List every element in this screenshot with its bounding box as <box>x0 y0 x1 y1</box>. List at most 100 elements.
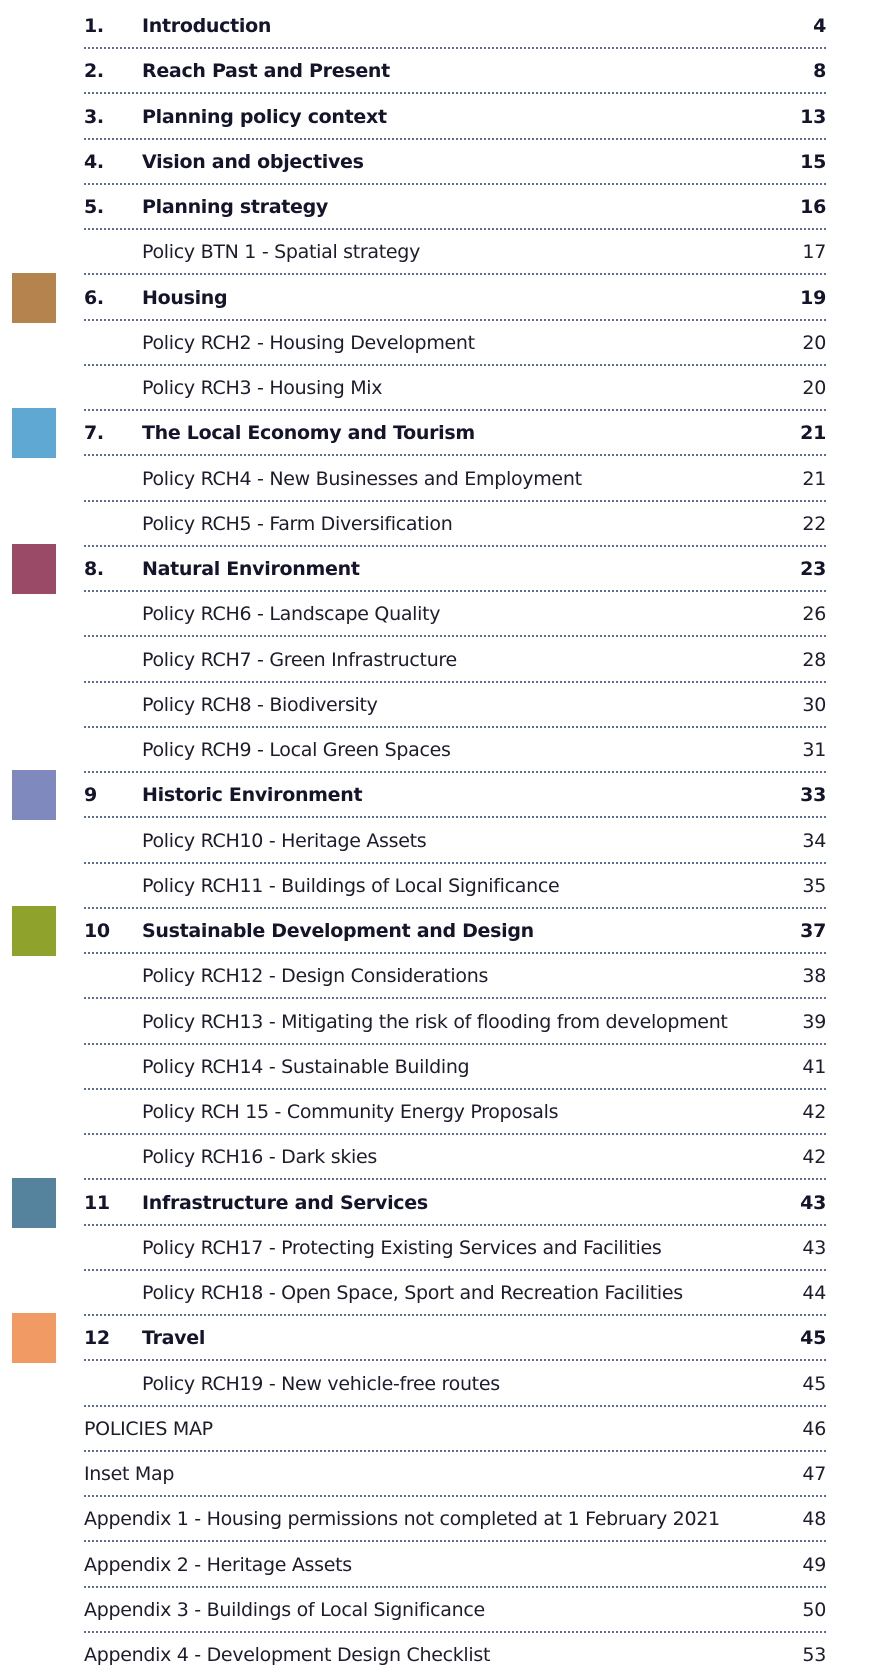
dotted-separator <box>84 1178 826 1181</box>
chapter-color-square <box>12 1177 56 1228</box>
page-number: 23 <box>800 558 826 580</box>
chapter-title: Housing <box>142 286 228 309</box>
policy-title: Policy RCH9 - Local Green Spaces <box>142 739 451 761</box>
page-number: 20 <box>802 377 826 399</box>
page-number: 42 <box>802 1146 826 1169</box>
page-number: 37 <box>800 920 826 942</box>
back-matter-title: Appendix 4 - Development Design Checklis… <box>84 1644 491 1666</box>
page-number: 33 <box>800 784 826 807</box>
chapter-title: Travel <box>142 1327 206 1350</box>
dotted-separator <box>84 1630 826 1633</box>
chapter-title: Vision and objectives <box>142 150 364 173</box>
chapter-number: 9 <box>84 784 97 807</box>
page-number: 41 <box>802 1055 826 1078</box>
dotted-separator <box>84 1359 826 1362</box>
policy-title: Policy RCH4 - New Businesses and Employm… <box>142 467 582 490</box>
page-number: 43 <box>802 1236 826 1259</box>
policy-title: Policy RCH3 - Housing Mix <box>142 377 383 399</box>
chapter-color-square <box>12 770 56 821</box>
dotted-separator <box>84 1133 826 1135</box>
dotted-separator <box>84 1449 826 1452</box>
dotted-separator <box>84 499 826 502</box>
page-number: 15 <box>800 150 826 173</box>
dotted-separator <box>84 680 826 683</box>
dotted-separator <box>84 1223 826 1226</box>
dotted-separator <box>84 182 826 185</box>
dotted-separator <box>84 1268 826 1271</box>
policy-title: Policy RCH16 - Dark skies <box>142 1146 378 1169</box>
chapter-number: 2. <box>84 60 104 83</box>
policy-title: Policy RCH13 - Mitigating the risk of fl… <box>142 1010 728 1033</box>
chapter-title: Historic Environment <box>142 784 363 807</box>
dotted-separator <box>84 1495 826 1497</box>
page-number: 45 <box>802 1372 826 1395</box>
chapter-title: Infrastructure and Services <box>142 1191 428 1214</box>
chapter-color-square <box>12 272 56 323</box>
dotted-separator <box>84 544 826 547</box>
chapter-color-square <box>12 544 56 594</box>
chapter-color-square <box>12 408 56 459</box>
policy-title: Policy RCH10 - Heritage Assets <box>142 829 427 852</box>
page-number: 39 <box>802 1010 826 1033</box>
page-number: 50 <box>802 1598 826 1621</box>
chapter-title: The Local Economy and Tourism <box>142 422 475 445</box>
page-number: 4 <box>813 15 826 37</box>
policy-title: Policy RCH14 - Sustainable Building <box>142 1055 470 1078</box>
page-number: 48 <box>802 1508 826 1531</box>
page-number: 43 <box>800 1191 826 1214</box>
policy-title: Policy RCH17 - Protecting Existing Servi… <box>142 1236 662 1259</box>
page-number: 42 <box>802 1101 826 1123</box>
back-matter-title: Inset Map <box>84 1463 175 1485</box>
policy-title: Policy RCH2 - Housing Development <box>142 331 475 354</box>
chapter-number: 11 <box>84 1191 110 1214</box>
page-number: 34 <box>802 829 826 852</box>
page-number: 16 <box>800 196 826 218</box>
policy-title: Policy RCH12 - Design Considerations <box>142 965 489 988</box>
chapter-number: 1. <box>84 15 104 37</box>
chapter-number: 12 <box>84 1327 110 1350</box>
dotted-separator <box>84 952 826 954</box>
chapter-title: Sustainable Development and Design <box>142 920 534 942</box>
chapter-title: Natural Environment <box>142 558 360 580</box>
dotted-separator <box>84 137 826 140</box>
chapter-number: 5. <box>84 196 104 218</box>
chapter-title: Planning strategy <box>142 196 329 218</box>
dotted-separator <box>84 861 826 864</box>
page-number: 53 <box>802 1644 826 1666</box>
chapter-number: 7. <box>84 422 104 445</box>
dotted-separator <box>84 590 826 592</box>
back-matter-title: Appendix 2 - Heritage Assets <box>84 1553 352 1576</box>
dotted-separator <box>84 1314 826 1316</box>
page-number: 28 <box>802 648 826 671</box>
chapter-number: 3. <box>84 105 104 128</box>
dotted-separator <box>84 725 826 728</box>
dotted-separator <box>84 409 826 411</box>
page-number: 13 <box>800 105 826 128</box>
page-number: 19 <box>800 286 826 309</box>
page-number: 44 <box>802 1282 826 1304</box>
page-number: 47 <box>802 1463 826 1485</box>
page-number: 21 <box>800 422 826 445</box>
dotted-separator <box>84 1585 826 1588</box>
policy-title: Policy RCH7 - Green Infrastructure <box>142 648 457 671</box>
policy-title: Policy RCH 15 - Community Energy Proposa… <box>142 1101 559 1123</box>
page-number: 38 <box>802 965 826 988</box>
chapter-title: Reach Past and Present <box>142 60 390 83</box>
policy-title: Policy RCH19 - New vehicle-free routes <box>142 1372 500 1395</box>
page-number: 20 <box>802 331 826 354</box>
policy-title: Policy RCH11 - Buildings of Local Signif… <box>142 874 560 897</box>
page-number: 49 <box>802 1553 826 1576</box>
dotted-separator <box>84 47 826 49</box>
dotted-separator <box>84 318 826 321</box>
page-number: 31 <box>802 739 826 761</box>
policy-title: Policy BTN 1 - Spatial strategy <box>142 241 421 264</box>
chapter-title: Planning policy context <box>142 105 387 128</box>
chapter-number: 4. <box>84 150 104 173</box>
page-number: 46 <box>802 1417 826 1440</box>
page-number: 45 <box>800 1327 826 1350</box>
chapter-title: Introduction <box>142 15 272 37</box>
page-number: 22 <box>802 512 826 535</box>
dotted-separator <box>84 906 826 909</box>
policy-title: Policy RCH6 - Landscape Quality <box>142 603 441 626</box>
